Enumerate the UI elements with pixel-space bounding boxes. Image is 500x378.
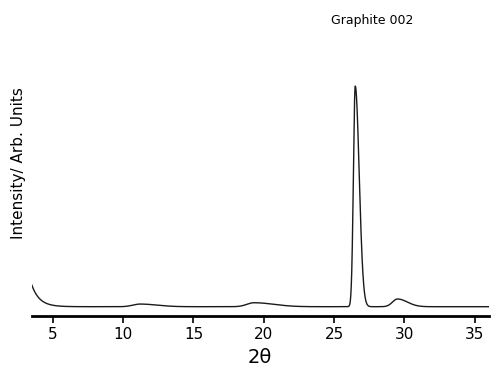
X-axis label: 2θ: 2θ	[248, 348, 272, 367]
Text: Graphite 002: Graphite 002	[331, 14, 413, 26]
Y-axis label: Intensity/ Arb. Units: Intensity/ Arb. Units	[11, 87, 26, 239]
